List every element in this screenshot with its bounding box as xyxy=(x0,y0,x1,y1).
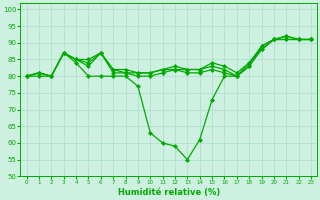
X-axis label: Humidité relative (%): Humidité relative (%) xyxy=(118,188,220,197)
